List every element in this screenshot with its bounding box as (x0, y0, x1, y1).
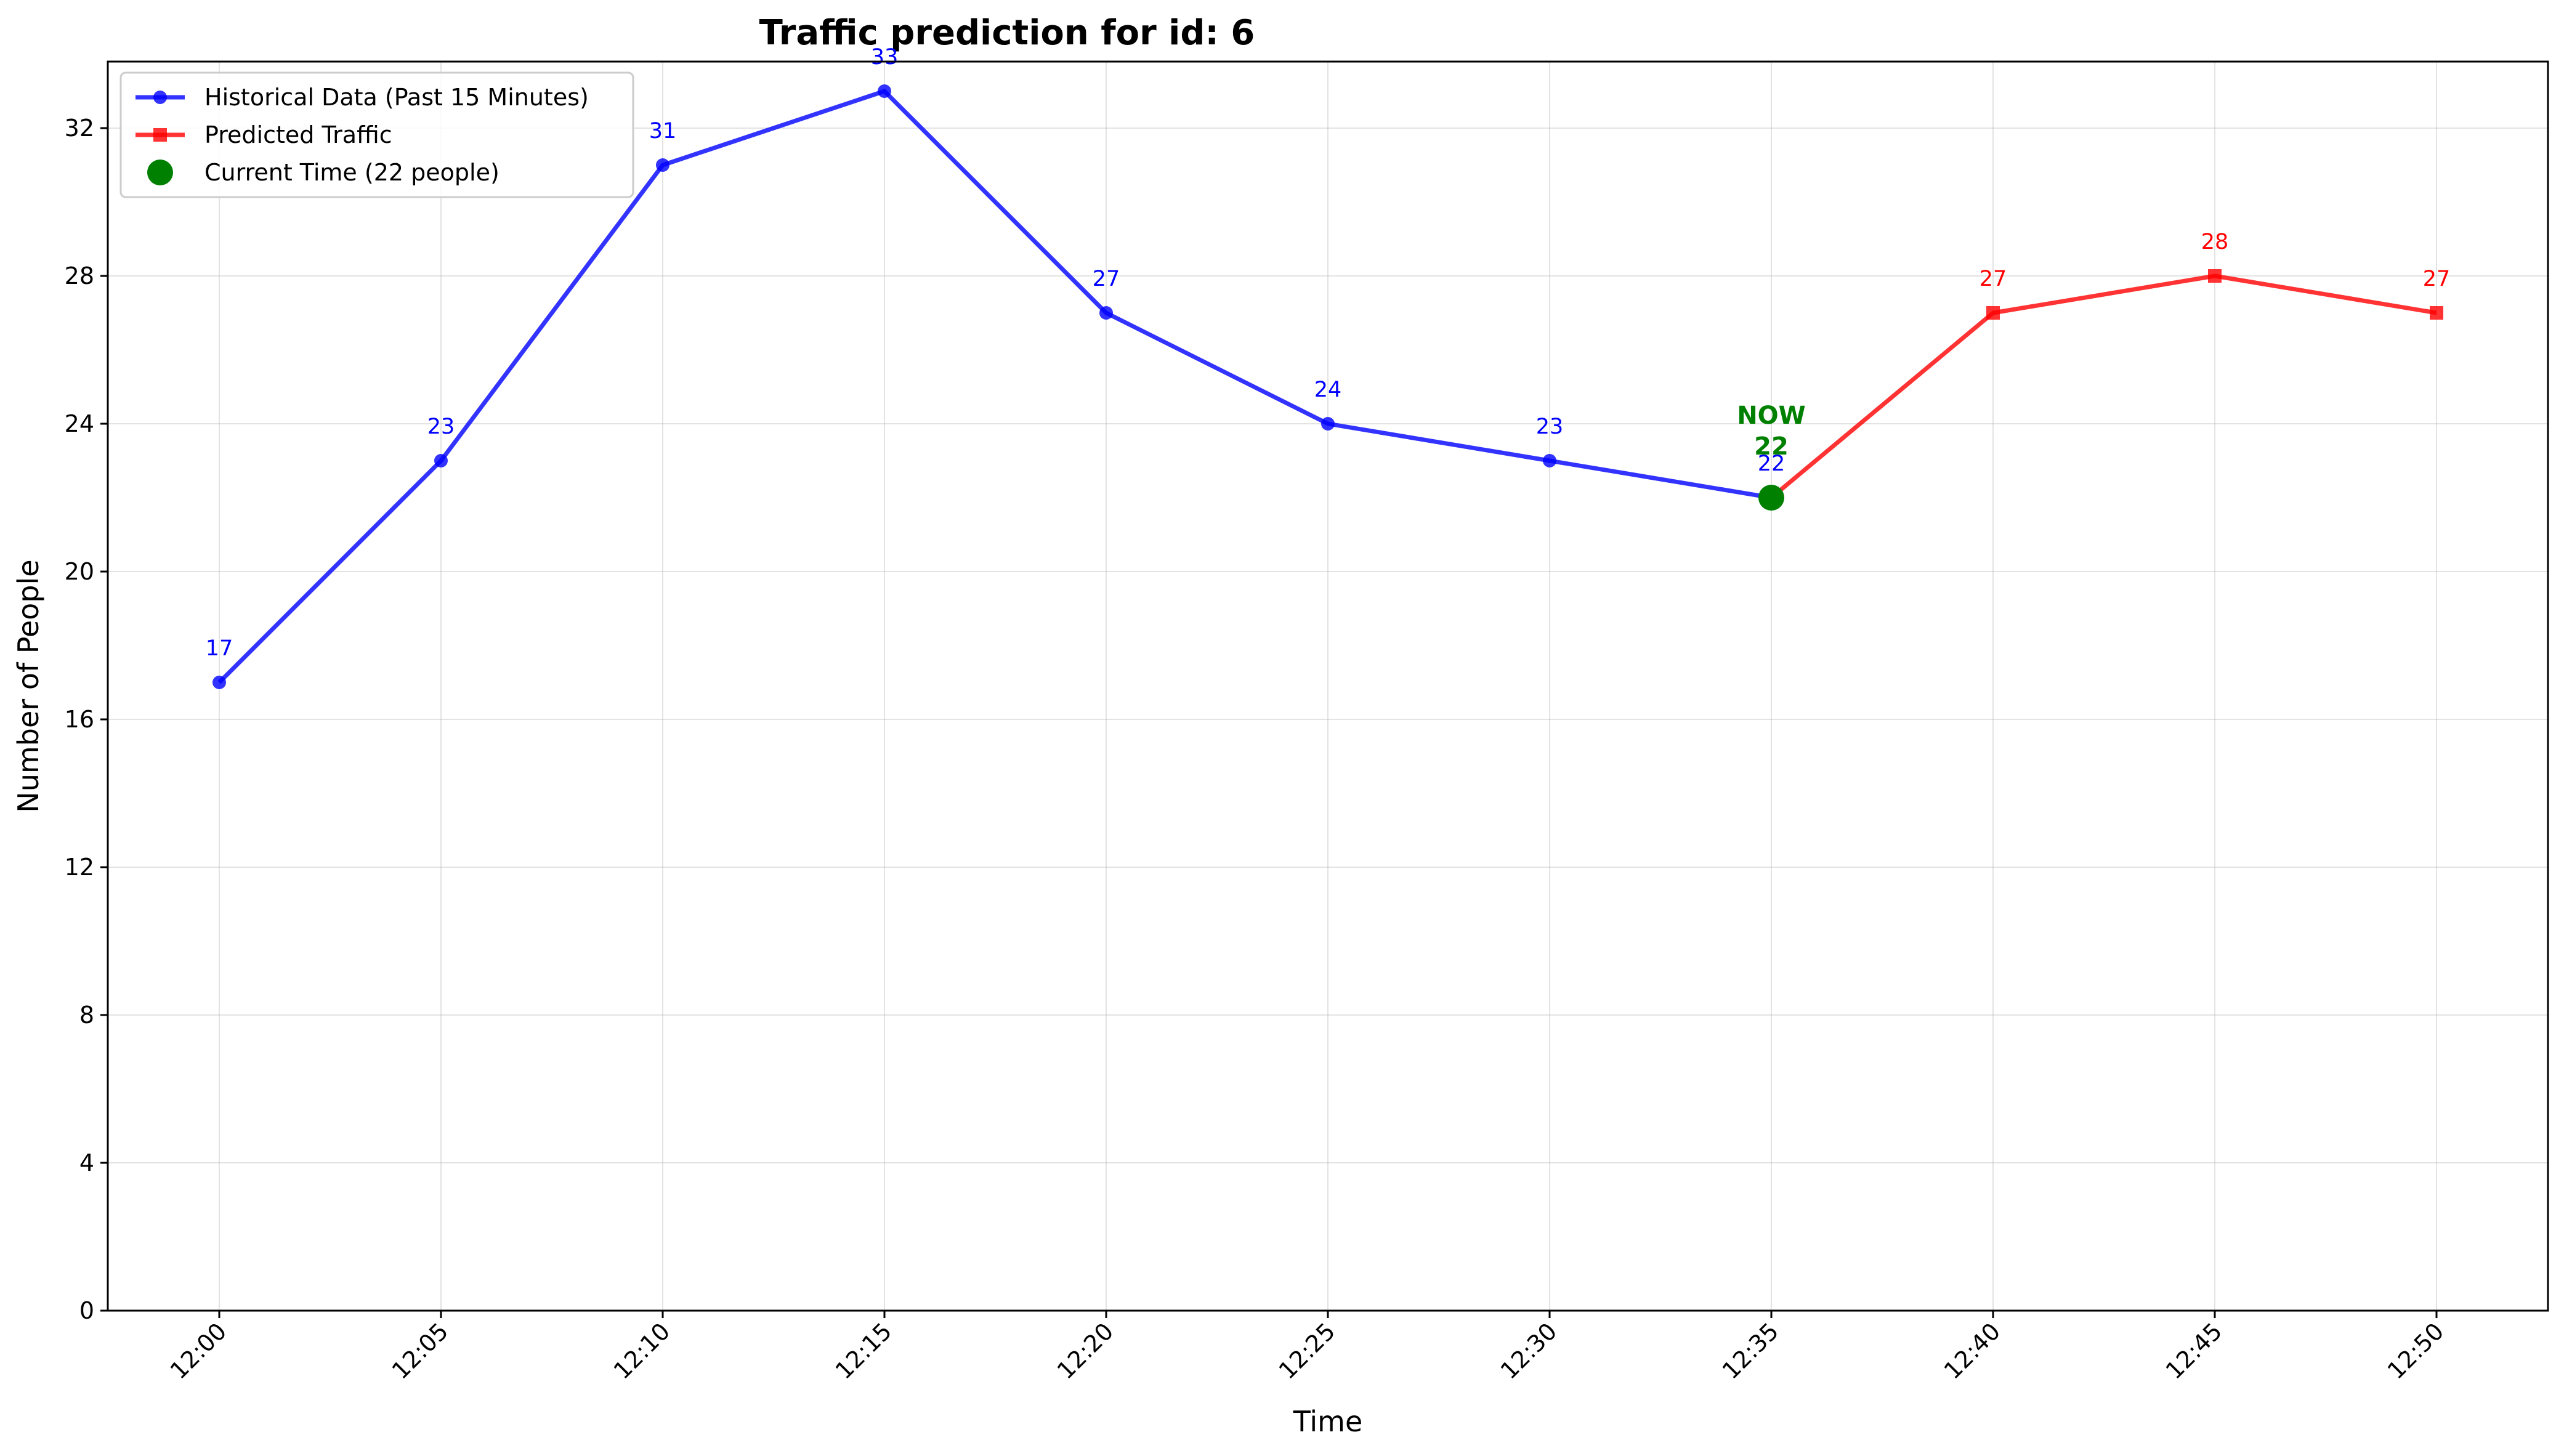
historical-point (656, 158, 669, 172)
chart-title: Traffic prediction for id: 6 (759, 13, 1255, 53)
historical-data-label: 31 (649, 119, 677, 144)
legend-predicted-marker (153, 128, 167, 142)
y-tick-label: 32 (65, 115, 94, 142)
historical-data-label: 24 (1314, 378, 1342, 402)
y-axis: 0 4 8 12 16 20 24 28 32 (65, 115, 108, 1324)
historical-point (434, 454, 448, 467)
y-tick-label: 12 (65, 854, 94, 881)
legend-predicted-label: Predicted Traffic (204, 121, 392, 148)
historical-point (212, 676, 226, 689)
historical-series-line (217, 89, 1772, 684)
plot-frame (107, 60, 2549, 1312)
predicted-point (2430, 306, 2443, 320)
y-tick-label: 4 (79, 1149, 94, 1176)
legend: Historical Data (Past 15 Minutes) Predict… (119, 71, 634, 198)
historical-point (1543, 454, 1556, 467)
current-time-point (1758, 485, 1784, 511)
legend-historical-label: Historical Data (Past 15 Minutes) (204, 84, 589, 111)
historical-point (1321, 417, 1335, 431)
predicted-data-label: 27 (2423, 267, 2451, 291)
predicted-data-label: 27 (1980, 267, 2007, 291)
series-layer (212, 84, 2443, 689)
y-tick-label: 16 (65, 706, 94, 733)
predicted-point (1986, 306, 2000, 320)
historical-data-label: 23 (427, 415, 455, 439)
legend-box (119, 71, 634, 198)
y-tick-label: 0 (79, 1297, 94, 1324)
x-axis-title: Time (1293, 1405, 1363, 1438)
legend-current-marker (147, 160, 173, 185)
historical-data-label: 22 (1758, 451, 1785, 476)
now-annotation: NOW (1737, 402, 1806, 430)
historical-data-label: 27 (1093, 267, 1120, 291)
y-tick-label: 28 (65, 262, 94, 289)
legend-historical-marker (153, 91, 167, 104)
historical-data-label: 33 (871, 45, 899, 70)
historical-data-label: 23 (1536, 415, 1564, 439)
historical-point (878, 84, 891, 98)
y-tick-label: 24 (65, 410, 94, 437)
predicted-data-label: 28 (2201, 230, 2229, 254)
historical-point (1099, 306, 1113, 320)
historical-data-label: 17 (206, 636, 233, 661)
y-tick-label: 8 (79, 1001, 94, 1029)
legend-current-label: Current Time (22 people) (204, 159, 499, 186)
predicted-series-line (1769, 273, 2437, 499)
y-tick-label: 20 (65, 558, 94, 585)
y-axis-title: Number of People (12, 559, 45, 812)
predicted-point (2208, 269, 2222, 283)
now-value-annotation: 22 (1754, 432, 1789, 461)
